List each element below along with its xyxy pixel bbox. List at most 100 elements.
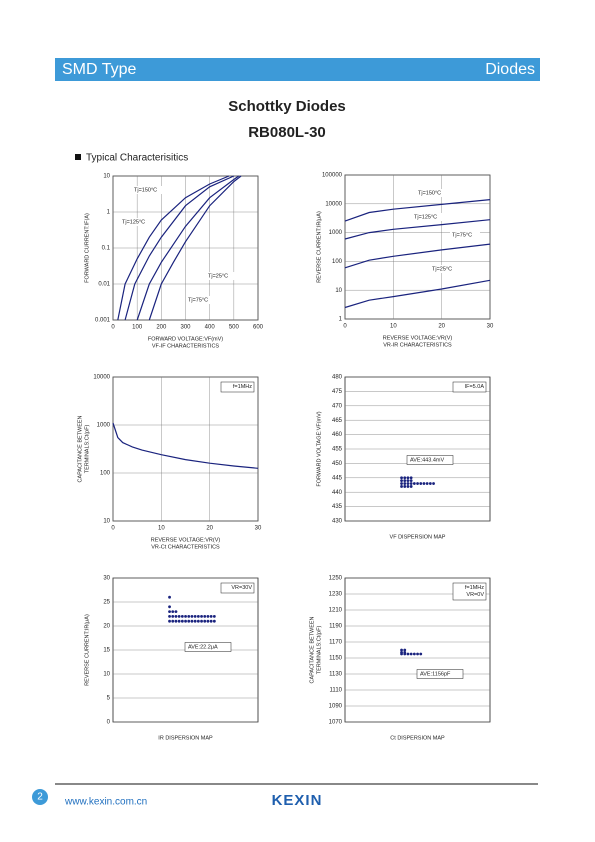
y-axis-label: REVERSE CURRENT:IR(μA) [84,614,90,686]
data-dot [400,482,403,485]
part-number: RB080L-30 [248,124,326,141]
data-dot [180,615,184,618]
series-label: Tj=25°C [208,273,228,279]
series-line [112,422,259,469]
y-tick-label: 475 [332,389,343,395]
data-dot [168,605,171,609]
series-line [344,219,491,240]
y-axis-label: REVERSE CURRENT:IR(μA) [316,211,322,283]
chart: 0 5 10 15 20 25 30 REVERSE CURRENT:IR(μA) IR DIS… [84,576,259,741]
y-tick-label: 1110 [330,688,343,694]
x-tick-label: 30 [255,526,262,532]
data-dot [180,619,184,623]
series-label: Tj=125°C [122,219,145,225]
data-dot [403,648,407,652]
x-tick-label: 100 [132,325,143,331]
y-tick-label: 0.1 [102,246,111,252]
y-tick-label: 1210 [329,608,343,614]
data-dot [177,615,181,618]
x-axis-label: FORWARD VOLTAGE:VF(mV) [148,336,223,342]
data-dot [200,615,203,618]
y-tick-label: 1000 [97,423,111,429]
y-tick-label: 430 [332,519,343,525]
data-dot [212,615,216,618]
data-dot [174,619,178,623]
y-tick-label: 1130 [329,672,343,678]
data-dot [203,615,207,618]
note-text: IF=5.0A [465,384,485,390]
data-dot [168,619,171,623]
x-tick-label: 0 [111,526,115,532]
y-tick-label: 435 [332,504,343,510]
chart-caption: VR-IR CHARACTERISTICS [383,342,452,348]
series-line [136,175,240,321]
data-dot [171,610,175,613]
data-dot [409,485,413,488]
data-dot [171,615,175,618]
y-tick-label: 1190 [329,624,343,630]
x-tick-label: 10 [390,324,397,330]
y-tick-label: 455 [332,447,343,453]
chart-caption: VF DISPERSION MAP [390,534,446,540]
data-dot [177,619,181,623]
y-tick-label: 1250 [329,576,343,582]
y-tick-label: 450 [332,461,343,467]
data-dot [406,485,410,488]
y-tick-label: 470 [332,403,343,409]
data-dot [200,619,203,623]
y-tick-label: 100 [100,471,111,477]
y-tick-label: 0 [107,720,111,726]
data-dot [403,479,407,483]
y-axis-label: FORWARD VOLTAGE:VF(mV) [316,411,322,486]
y-tick-label: 440 [332,490,343,496]
data-dot [409,652,413,656]
data-dot [187,619,191,623]
average-label: AVE:443.4mV [410,457,444,463]
average-label: AVE:1156pF [420,671,451,677]
x-tick-label: 500 [229,325,240,331]
y-tick-label: 10 [103,672,110,678]
series-label: Tj=75°C [452,232,472,238]
y-tick-label: 480 [332,375,343,381]
series-label: Tj=75°C [188,297,208,303]
data-dot [184,615,187,618]
footer-url: www.kexin.com.cn [64,797,147,808]
data-dot [409,482,413,485]
data-dot [206,615,210,618]
series-line [117,175,230,321]
y-tick-label: 1150 [329,656,343,662]
x-tick-label: 300 [180,325,191,331]
x-tick-label: 200 [156,325,167,331]
data-dot [209,615,213,618]
series-line [124,175,235,321]
page-badge [32,789,48,805]
page-number: 2 [37,792,43,803]
y-tick-label: 465 [332,418,343,424]
chart: 1070 1090 1110 1130 1150 1170 1190 1210 1230 1250… [309,576,491,741]
data-dot [406,652,410,656]
x-tick-label: 30 [487,324,494,330]
header-bar [55,58,540,81]
data-dot [203,619,207,623]
series-line [148,175,242,321]
note-box [220,381,255,393]
average-box [184,642,232,652]
data-dot [400,652,403,656]
y-axis-label: TERMINALS:Ct(pF) [84,425,90,474]
x-tick-label: 20 [206,526,213,532]
data-dot [168,595,171,599]
data-dot [193,619,197,623]
data-dot [412,482,416,485]
data-dot [184,619,187,623]
x-tick-label: 600 [253,325,264,331]
series-line [344,199,491,222]
series-label-bg [132,186,162,194]
y-tick-label: 30 [103,576,110,582]
data-dot [168,610,171,613]
data-dot [409,479,413,483]
chart-caption: VF-IF CHARACTERISTICS [152,343,220,349]
data-dot [400,648,403,652]
series-label: Tj=125°C [414,214,437,220]
